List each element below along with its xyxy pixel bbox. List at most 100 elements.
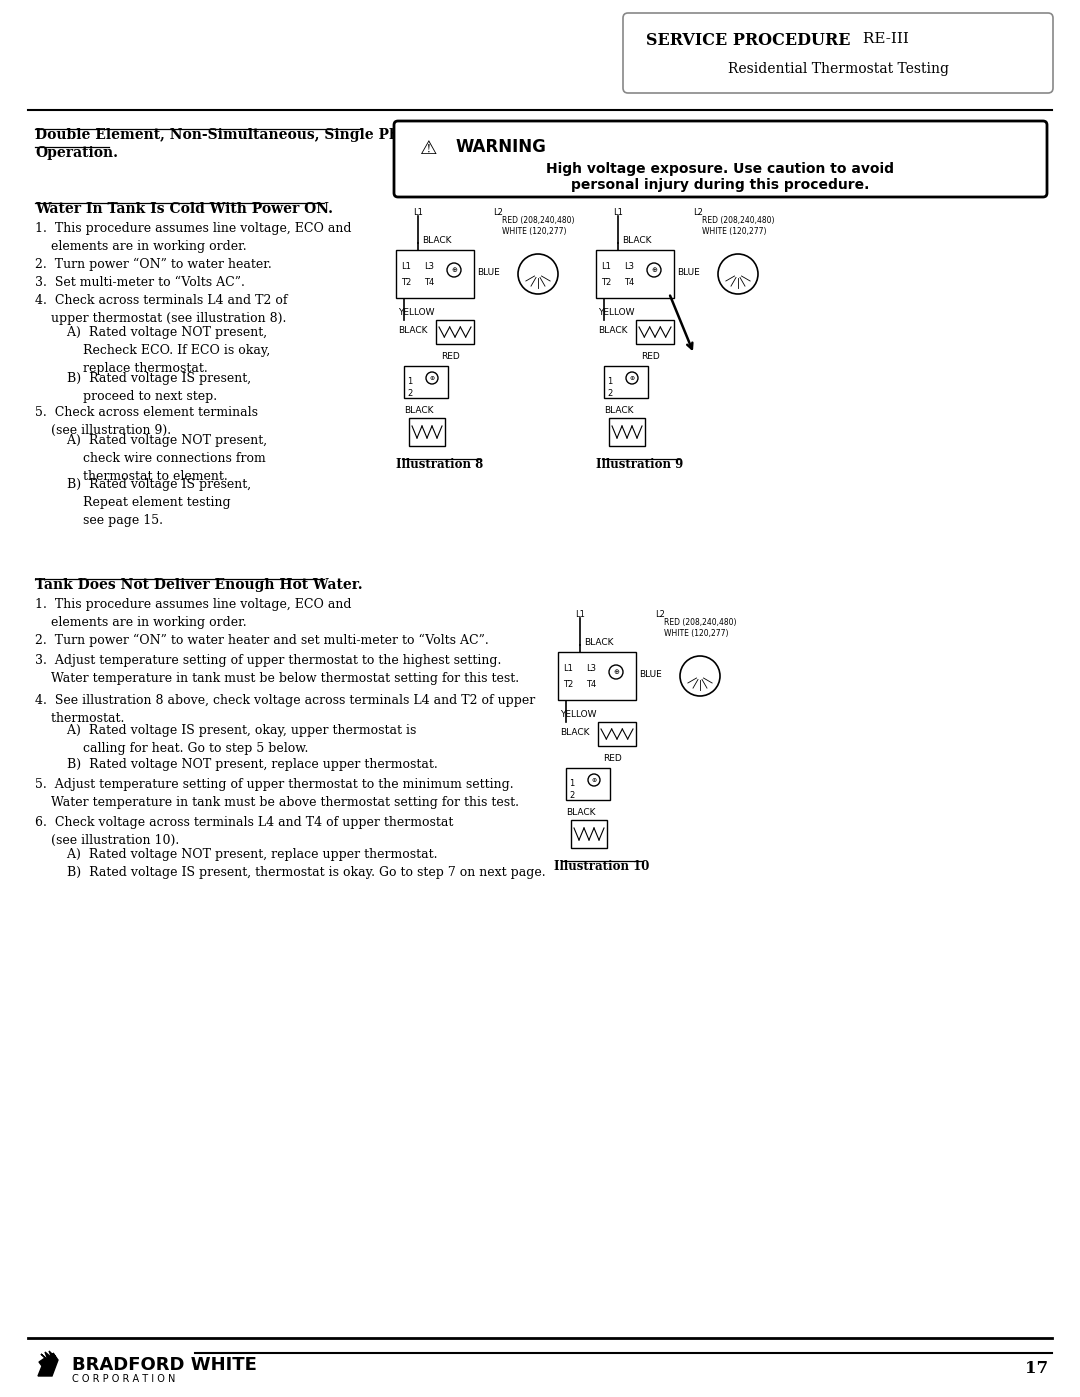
Text: T4: T4 xyxy=(624,278,634,286)
Text: L2: L2 xyxy=(693,208,703,217)
Text: BLUE: BLUE xyxy=(477,268,500,277)
Text: ⊕: ⊕ xyxy=(630,376,635,380)
Text: ⊕: ⊕ xyxy=(430,376,434,380)
Text: 2: 2 xyxy=(569,791,575,800)
Text: Illustration 10: Illustration 10 xyxy=(554,861,650,873)
Text: BLUE: BLUE xyxy=(639,671,662,679)
Text: T4: T4 xyxy=(424,278,434,286)
Circle shape xyxy=(426,372,438,384)
Text: B)  Rated voltage NOT present, replace upper thermostat.: B) Rated voltage NOT present, replace up… xyxy=(35,759,437,771)
Circle shape xyxy=(718,254,758,293)
Text: C O R P O R A T I O N: C O R P O R A T I O N xyxy=(72,1375,175,1384)
Bar xyxy=(404,366,448,398)
Text: 5.  Check across element terminals
    (see illustration 9).: 5. Check across element terminals (see i… xyxy=(35,407,258,437)
Text: Operation.: Operation. xyxy=(35,147,118,161)
Bar xyxy=(604,366,648,398)
Bar xyxy=(571,820,607,848)
Text: BLACK: BLACK xyxy=(584,638,613,647)
Text: A)  Rated voltage NOT present,
            check wire connections from
         : A) Rated voltage NOT present, check wire… xyxy=(35,434,267,483)
Bar xyxy=(596,250,674,298)
Text: 3.  Adjust temperature setting of upper thermostat to the highest setting.
    W: 3. Adjust temperature setting of upper t… xyxy=(35,654,519,685)
Text: RED (208,240,480): RED (208,240,480) xyxy=(702,217,774,225)
Text: 17: 17 xyxy=(1025,1361,1048,1377)
Text: L1: L1 xyxy=(413,208,423,217)
Text: 2.  Turn power “ON” to water heater and set multi-meter to “Volts AC”.: 2. Turn power “ON” to water heater and s… xyxy=(35,634,489,647)
Text: WHITE (120,277): WHITE (120,277) xyxy=(664,629,729,638)
Text: Illustration 9: Illustration 9 xyxy=(596,458,684,471)
Text: L3: L3 xyxy=(624,263,634,271)
Text: A)  Rated voltage IS present, okay, upper thermostat is
            calling for : A) Rated voltage IS present, okay, upper… xyxy=(35,724,417,754)
Bar xyxy=(636,320,674,344)
Text: personal injury during this procedure.: personal injury during this procedure. xyxy=(571,177,869,191)
Text: YELLOW: YELLOW xyxy=(399,307,434,317)
Text: 1: 1 xyxy=(607,377,612,386)
Text: T2: T2 xyxy=(401,278,411,286)
Circle shape xyxy=(588,774,600,787)
Text: ⊕: ⊕ xyxy=(613,669,619,675)
Text: L1: L1 xyxy=(600,263,611,271)
Text: 2: 2 xyxy=(607,388,612,398)
Text: BLACK: BLACK xyxy=(399,326,428,335)
Bar xyxy=(396,250,474,298)
Text: Water In Tank Is Cold With Power ON.: Water In Tank Is Cold With Power ON. xyxy=(35,203,333,217)
Text: BRADFORD WHITE: BRADFORD WHITE xyxy=(72,1356,257,1375)
Text: RED: RED xyxy=(603,754,622,763)
Text: YELLOW: YELLOW xyxy=(561,710,596,719)
Circle shape xyxy=(647,263,661,277)
Text: BLACK: BLACK xyxy=(622,236,651,244)
Text: T2: T2 xyxy=(600,278,611,286)
Bar xyxy=(409,418,445,446)
Bar xyxy=(558,652,636,700)
Text: ⚠: ⚠ xyxy=(420,138,437,158)
Text: WARNING: WARNING xyxy=(456,138,546,156)
Text: Double Element, Non-Simultaneous, Single Phase: Double Element, Non-Simultaneous, Single… xyxy=(35,129,426,142)
Text: 5.  Adjust temperature setting of upper thermostat to the minimum setting.
    W: 5. Adjust temperature setting of upper t… xyxy=(35,778,519,809)
Text: Illustration 8: Illustration 8 xyxy=(396,458,484,471)
Text: 3.  Set multi-meter to “Volts AC”.: 3. Set multi-meter to “Volts AC”. xyxy=(35,277,245,289)
Text: A)  Rated voltage NOT present,
            Recheck ECO. If ECO is okay,
        : A) Rated voltage NOT present, Recheck EC… xyxy=(35,326,270,374)
FancyBboxPatch shape xyxy=(394,122,1047,197)
Circle shape xyxy=(626,372,638,384)
Text: 2: 2 xyxy=(407,388,413,398)
Bar xyxy=(436,320,474,344)
Text: L1: L1 xyxy=(563,664,572,673)
Text: 1: 1 xyxy=(569,780,575,788)
Text: BLACK: BLACK xyxy=(561,728,590,738)
Text: RED: RED xyxy=(441,352,460,360)
Text: B)  Rated voltage IS present, thermostat is okay. Go to step 7 on next page.: B) Rated voltage IS present, thermostat … xyxy=(35,866,545,879)
FancyBboxPatch shape xyxy=(623,13,1053,94)
Text: WHITE (120,277): WHITE (120,277) xyxy=(502,226,567,236)
Text: 2.  Turn power “ON” to water heater.: 2. Turn power “ON” to water heater. xyxy=(35,258,272,271)
Text: High voltage exposure. Use caution to avoid: High voltage exposure. Use caution to av… xyxy=(546,162,894,176)
Bar xyxy=(598,722,636,746)
Text: BLUE: BLUE xyxy=(677,268,700,277)
Text: RE-III: RE-III xyxy=(858,32,909,46)
Text: BLACK: BLACK xyxy=(604,407,634,415)
Text: A)  Rated voltage NOT present, replace upper thermostat.: A) Rated voltage NOT present, replace up… xyxy=(35,848,437,861)
Text: BLACK: BLACK xyxy=(598,326,627,335)
Text: T2: T2 xyxy=(563,680,573,689)
Text: 6.  Check voltage across terminals L4 and T4 of upper thermostat
    (see illust: 6. Check voltage across terminals L4 and… xyxy=(35,816,454,847)
Text: L1: L1 xyxy=(401,263,410,271)
Circle shape xyxy=(609,665,623,679)
Bar xyxy=(566,768,610,800)
Circle shape xyxy=(680,657,720,696)
Text: B)  Rated voltage IS present,
            proceed to next step.: B) Rated voltage IS present, proceed to … xyxy=(35,372,252,402)
Text: RED (208,240,480): RED (208,240,480) xyxy=(502,217,575,225)
Text: ⊕: ⊕ xyxy=(592,778,596,782)
Text: YELLOW: YELLOW xyxy=(598,307,635,317)
Text: RED (208,240,480): RED (208,240,480) xyxy=(664,617,737,627)
Text: WHITE (120,277): WHITE (120,277) xyxy=(702,226,767,236)
Text: L1: L1 xyxy=(613,208,623,217)
Text: L1: L1 xyxy=(575,610,585,619)
Text: L3: L3 xyxy=(424,263,434,271)
Text: RED: RED xyxy=(642,352,660,360)
Text: T4: T4 xyxy=(586,680,596,689)
Text: BLACK: BLACK xyxy=(422,236,451,244)
Circle shape xyxy=(447,263,461,277)
Text: ⊕: ⊕ xyxy=(651,267,657,272)
Text: L3: L3 xyxy=(586,664,596,673)
Text: BLACK: BLACK xyxy=(566,807,595,817)
Text: L2: L2 xyxy=(656,610,665,619)
Text: Residential Thermostat Testing: Residential Thermostat Testing xyxy=(728,61,948,75)
